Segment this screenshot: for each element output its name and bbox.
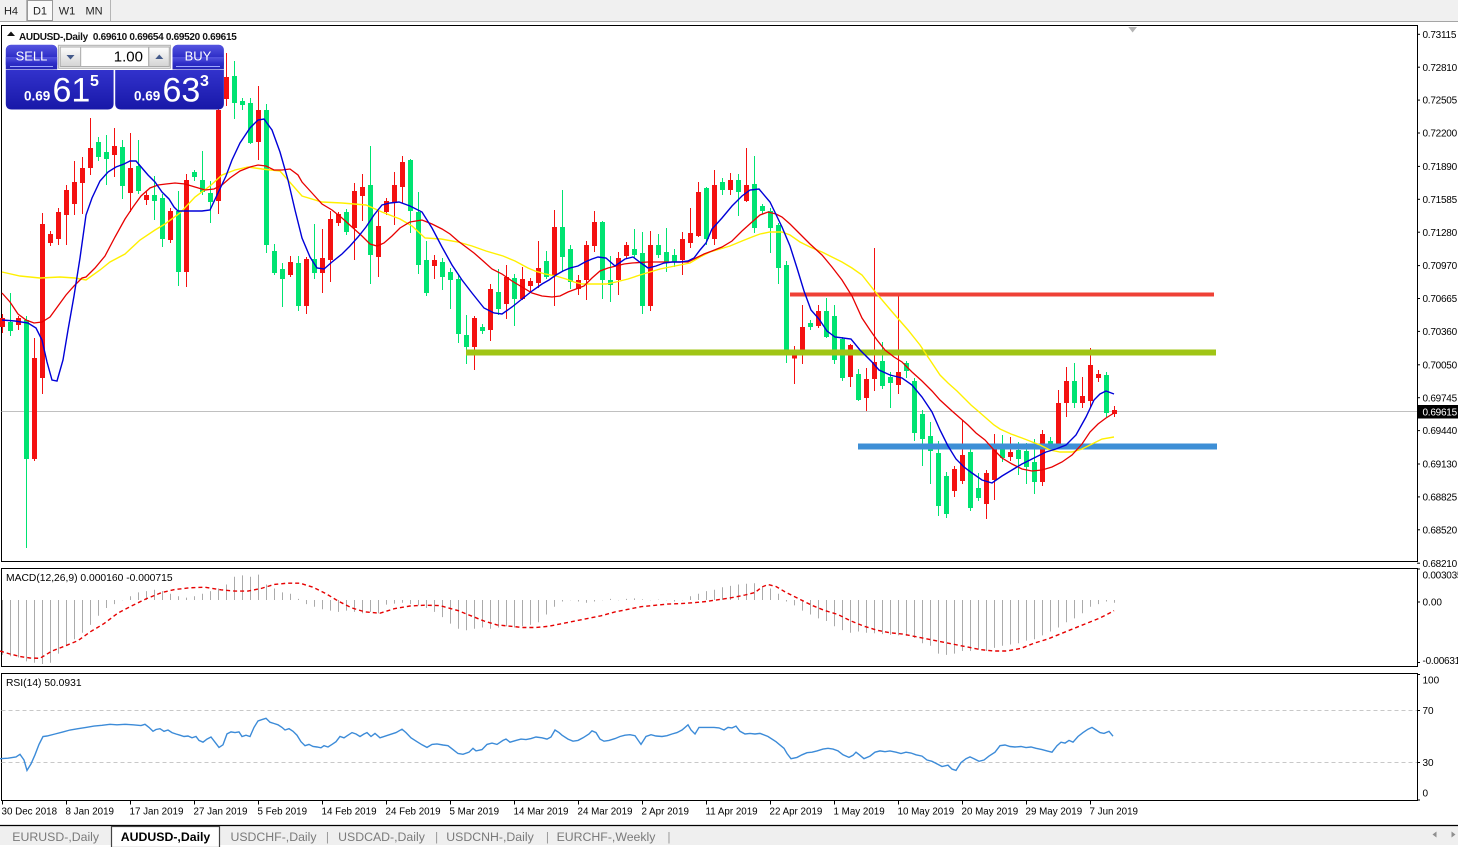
svg-text:0.70665: 0.70665 <box>1423 294 1458 305</box>
svg-text:0.72810: 0.72810 <box>1423 63 1458 74</box>
svg-text:0.70360: 0.70360 <box>1423 327 1458 338</box>
svg-text:29 May 2019: 29 May 2019 <box>1026 807 1083 818</box>
svg-text:1.00: 1.00 <box>114 49 143 66</box>
svg-text:10 May 2019: 10 May 2019 <box>898 807 955 818</box>
svg-text:W1: W1 <box>59 6 76 18</box>
svg-text:24 Feb 2019: 24 Feb 2019 <box>386 807 441 818</box>
svg-text:1 May 2019: 1 May 2019 <box>834 807 885 818</box>
svg-text:0.73115: 0.73115 <box>1423 30 1457 41</box>
svg-text:SELL: SELL <box>16 49 48 64</box>
svg-text:0.69: 0.69 <box>24 89 50 104</box>
svg-text:17 Jan 2019: 17 Jan 2019 <box>130 807 184 818</box>
svg-text:AUDUSD-,Daily 0.69610 0.69654: AUDUSD-,Daily 0.69610 0.69654 0.69520 0.… <box>19 32 237 43</box>
svg-text:EURUSD-,Daily: EURUSD-,Daily <box>12 830 100 844</box>
svg-text:|: | <box>326 830 329 844</box>
svg-text:0.70050: 0.70050 <box>1423 360 1458 371</box>
svg-text:MACD(12,26,9) 0.000160 -0.0007: MACD(12,26,9) 0.000160 -0.000715 <box>6 573 173 584</box>
svg-text:0.70970: 0.70970 <box>1423 261 1458 272</box>
svg-text:MN: MN <box>85 6 102 18</box>
svg-text:0.72200: 0.72200 <box>1423 129 1458 140</box>
svg-text:0.69745: 0.69745 <box>1423 393 1458 404</box>
svg-text:22 Apr 2019: 22 Apr 2019 <box>770 807 823 818</box>
svg-text:63: 63 <box>163 72 201 110</box>
svg-text:0.72505: 0.72505 <box>1423 96 1458 107</box>
svg-text:0.68520: 0.68520 <box>1423 525 1458 536</box>
svg-text:14 Feb 2019: 14 Feb 2019 <box>322 807 377 818</box>
svg-text:7 Jun 2019: 7 Jun 2019 <box>1090 807 1138 818</box>
svg-text:5 Feb 2019: 5 Feb 2019 <box>258 807 308 818</box>
svg-text:3: 3 <box>200 73 209 90</box>
svg-text:27 Jan 2019: 27 Jan 2019 <box>194 807 248 818</box>
svg-text:0.69: 0.69 <box>134 89 160 104</box>
svg-text:RSI(14) 50.0931: RSI(14) 50.0931 <box>6 678 82 689</box>
svg-text:14 Mar 2019: 14 Mar 2019 <box>514 807 569 818</box>
svg-text:2 Apr 2019: 2 Apr 2019 <box>642 807 689 818</box>
svg-text:|: | <box>667 830 670 844</box>
svg-text:0.68210: 0.68210 <box>1423 559 1458 570</box>
svg-text:0.69615: 0.69615 <box>1423 407 1458 418</box>
svg-text:0: 0 <box>1423 789 1429 800</box>
svg-text:24 Mar 2019: 24 Mar 2019 <box>578 807 633 818</box>
svg-text:0.71890: 0.71890 <box>1423 162 1458 173</box>
svg-text:61: 61 <box>53 72 91 110</box>
svg-text:0.003035: 0.003035 <box>1423 571 1458 582</box>
svg-text:5 Mar 2019: 5 Mar 2019 <box>450 807 500 818</box>
svg-text:-0.00631: -0.00631 <box>1423 656 1458 667</box>
svg-text:D1: D1 <box>33 6 47 18</box>
svg-text:|: | <box>546 830 549 844</box>
svg-text:USDCAD-,Daily: USDCAD-,Daily <box>338 830 426 844</box>
svg-text:11 Apr 2019: 11 Apr 2019 <box>706 807 758 818</box>
svg-text:0.69130: 0.69130 <box>1423 460 1458 471</box>
svg-text:70: 70 <box>1423 706 1435 717</box>
svg-text:EURCHF-,Weekly: EURCHF-,Weekly <box>557 830 657 844</box>
svg-text:0.69440: 0.69440 <box>1423 426 1458 437</box>
svg-text:AUDUSD-,Daily: AUDUSD-,Daily <box>121 830 211 844</box>
svg-text:0.71585: 0.71585 <box>1423 195 1458 206</box>
svg-text:USDCNH-,Daily: USDCNH-,Daily <box>446 830 534 844</box>
svg-text:0.68825: 0.68825 <box>1423 493 1458 504</box>
svg-text:USDCHF-,Daily: USDCHF-,Daily <box>230 830 317 844</box>
svg-text:30: 30 <box>1423 758 1435 769</box>
svg-text:|: | <box>435 830 438 844</box>
svg-text:H4: H4 <box>4 6 18 18</box>
svg-text:0.00: 0.00 <box>1423 598 1443 609</box>
svg-text:30 Dec 2018: 30 Dec 2018 <box>2 807 58 818</box>
svg-text:BUY: BUY <box>185 49 212 64</box>
svg-text:100: 100 <box>1423 676 1440 687</box>
svg-text:0.71280: 0.71280 <box>1423 228 1458 239</box>
svg-text:5: 5 <box>90 73 99 90</box>
svg-text:20 May 2019: 20 May 2019 <box>962 807 1019 818</box>
svg-text:8 Jan 2019: 8 Jan 2019 <box>66 807 114 818</box>
